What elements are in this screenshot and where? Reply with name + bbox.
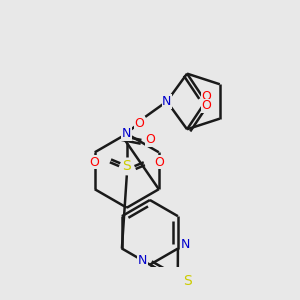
Text: O: O bbox=[134, 116, 144, 130]
Text: N: N bbox=[181, 238, 190, 251]
Text: S: S bbox=[122, 159, 131, 173]
Text: N: N bbox=[137, 254, 147, 267]
Text: N: N bbox=[162, 95, 172, 108]
Text: N: N bbox=[122, 127, 131, 140]
Text: S: S bbox=[183, 274, 191, 288]
Text: O: O bbox=[154, 156, 164, 169]
Text: O: O bbox=[201, 90, 211, 104]
Text: O: O bbox=[201, 100, 211, 112]
Text: O: O bbox=[146, 134, 156, 146]
Text: O: O bbox=[89, 156, 99, 169]
